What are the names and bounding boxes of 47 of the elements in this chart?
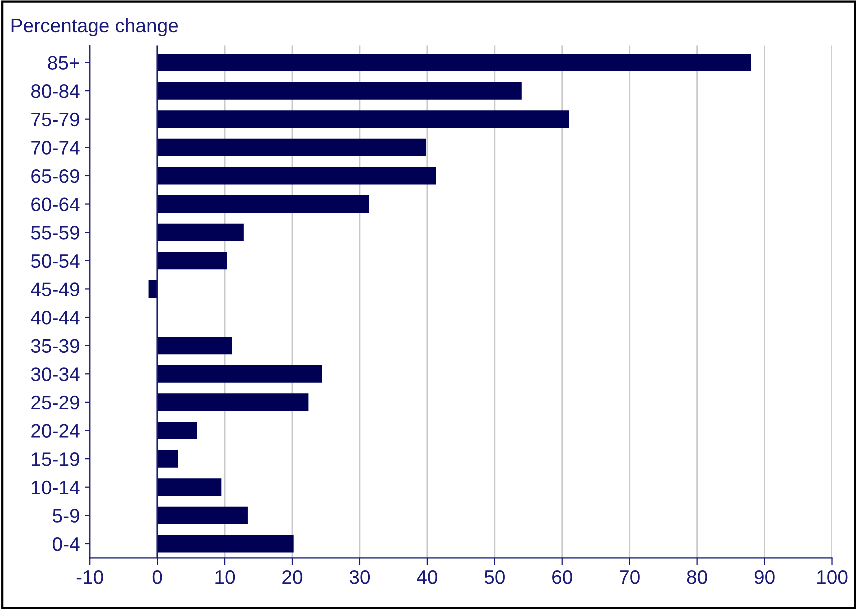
x-tick-label: 50 — [484, 570, 505, 584]
bar — [158, 54, 752, 72]
y-tick-label: 45-49 — [31, 282, 80, 296]
y-tick-label: 35-39 — [31, 339, 80, 354]
y-tick-label: 30-34 — [31, 368, 80, 382]
bar — [158, 365, 322, 383]
bar — [158, 138, 426, 156]
bar — [158, 224, 244, 242]
chart-title: Percentage change — [12, 18, 178, 37]
bar — [158, 82, 522, 100]
x-tick-label: 60 — [552, 570, 572, 584]
x-tick-label: 40 — [417, 570, 438, 584]
y-tick-label: 70-74 — [32, 141, 80, 155]
bar — [158, 196, 370, 214]
y-tick-label: 0-4 — [53, 537, 80, 552]
x-tick-label: -10 — [76, 570, 104, 584]
bar — [158, 110, 570, 128]
y-tick-label: 65-69 — [32, 169, 80, 184]
x-tick-label: 80 — [687, 570, 708, 584]
y-tick-label: 85+ — [48, 56, 80, 70]
bar — [158, 422, 198, 440]
y-tick-label: 25-29 — [32, 396, 80, 410]
bar — [158, 394, 309, 412]
y-tick-label: 5-9 — [53, 509, 80, 523]
x-tick-label: 20 — [282, 570, 303, 584]
x-tick-label: 0 — [152, 570, 162, 584]
y-tick-label: 75-79 — [32, 112, 80, 127]
x-tick-label: 70 — [620, 570, 640, 584]
bar — [158, 478, 222, 496]
bar — [158, 337, 232, 355]
bar — [158, 506, 248, 524]
y-tick-label: 10-14 — [32, 480, 80, 495]
bar — [158, 252, 228, 270]
y-tick-label: 20-24 — [32, 424, 80, 438]
y-tick-label: 55-59 — [31, 226, 80, 240]
bar — [158, 450, 178, 468]
x-tick-label: 100 — [818, 570, 848, 584]
bar — [158, 535, 294, 553]
y-tick-label: 40-44 — [31, 310, 80, 325]
y-tick-label: 60-64 — [32, 198, 80, 212]
bar — [158, 167, 436, 185]
y-tick-label: 80-84 — [31, 84, 80, 98]
x-tick-label: 90 — [754, 570, 775, 584]
x-tick-label: 10 — [216, 570, 236, 584]
y-tick-label: 15-19 — [32, 452, 80, 466]
x-tick-label: 30 — [350, 570, 370, 584]
y-tick-label: 50-54 — [31, 254, 80, 268]
